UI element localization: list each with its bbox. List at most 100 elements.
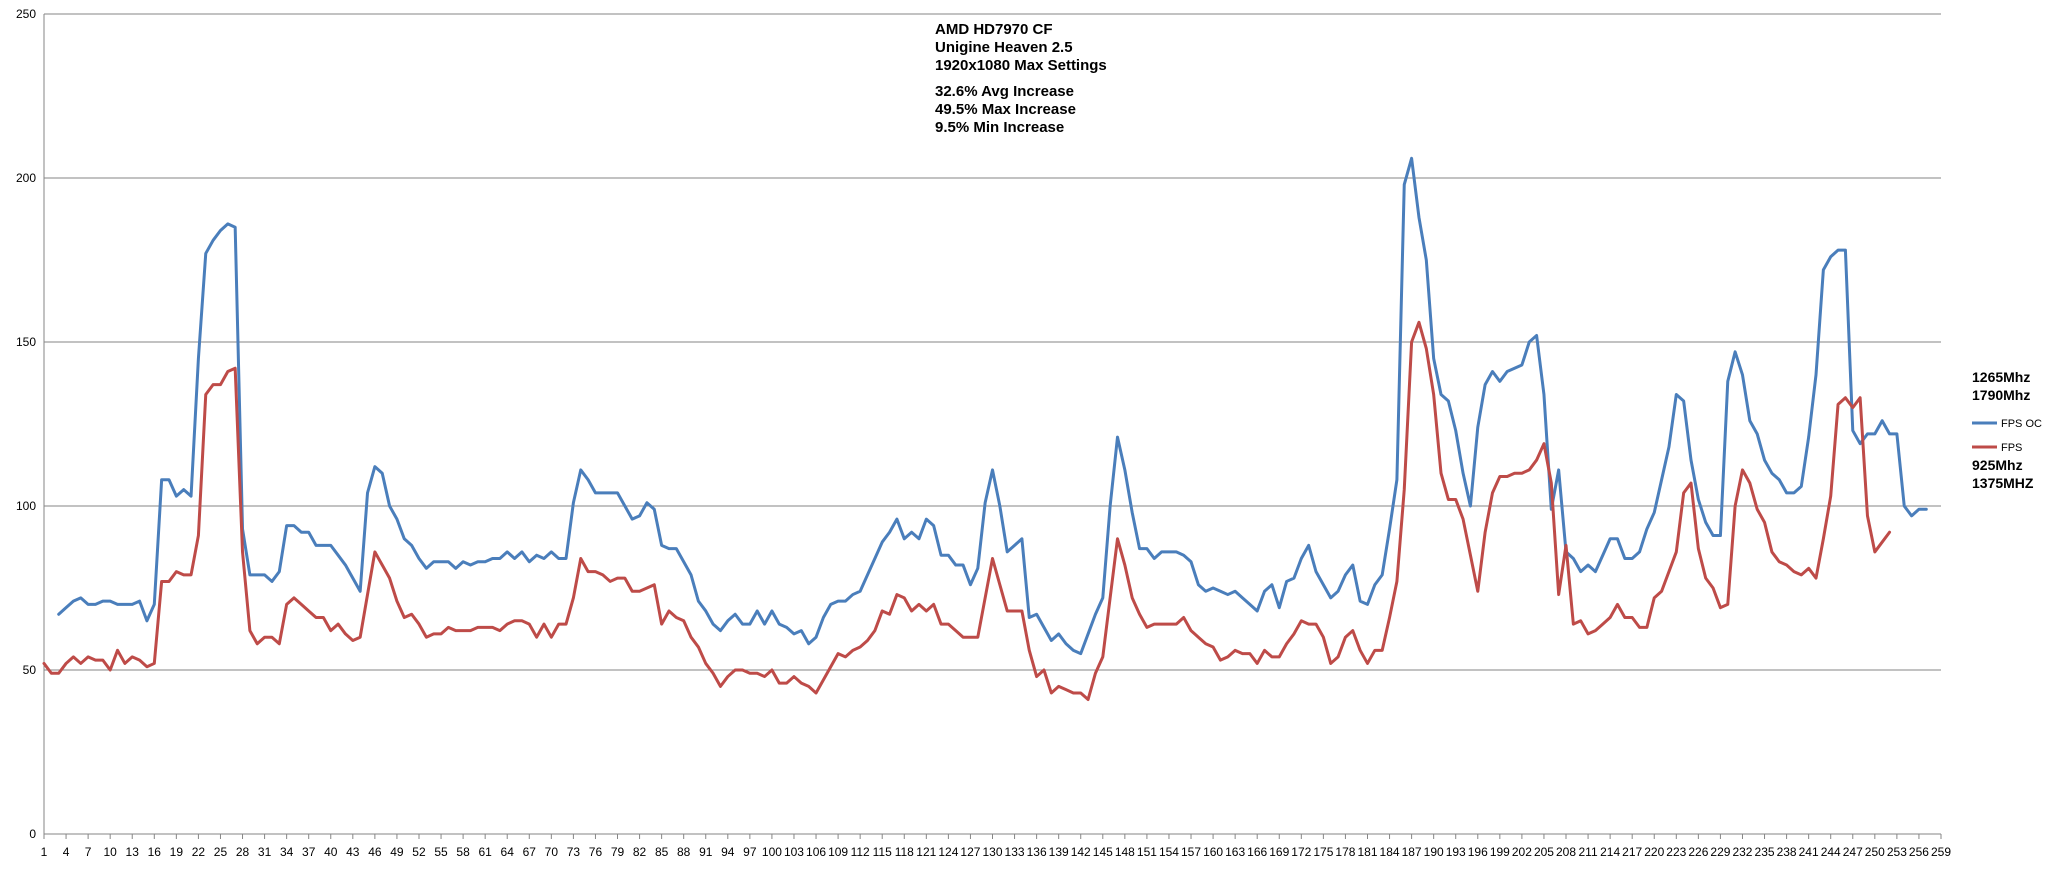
data-point — [1469, 554, 1471, 556]
data-point — [705, 662, 707, 664]
data-point — [455, 629, 457, 631]
x-tick-label: 193 — [1446, 845, 1466, 859]
data-point — [1337, 656, 1339, 658]
data-point — [888, 531, 890, 533]
x-tick-label: 55 — [434, 845, 448, 859]
x-tick-label: 259 — [1931, 845, 1951, 859]
legend-label: FPS OC — [2001, 418, 2042, 430]
data-point — [1800, 574, 1802, 576]
data-point — [712, 623, 714, 625]
x-tick-label: 79 — [611, 845, 625, 859]
data-point — [506, 623, 508, 625]
data-point — [1874, 433, 1876, 435]
data-point — [1660, 590, 1662, 592]
data-point — [874, 629, 876, 631]
data-point — [58, 672, 60, 674]
y-tick-label: 0 — [29, 827, 36, 841]
x-tick-label: 199 — [1490, 845, 1510, 859]
x-tick-label: 133 — [1005, 845, 1025, 859]
data-point — [87, 656, 89, 658]
x-tick-label: 88 — [677, 845, 691, 859]
data-point — [80, 662, 82, 664]
data-point — [455, 567, 457, 569]
data-point — [1881, 541, 1883, 543]
data-point — [778, 682, 780, 684]
data-point — [756, 610, 758, 612]
data-point — [1727, 603, 1729, 605]
data-point — [1205, 590, 1207, 592]
data-point — [594, 570, 596, 572]
x-tick-label: 190 — [1424, 845, 1444, 859]
data-point — [844, 600, 846, 602]
data-point — [955, 629, 957, 631]
data-point — [543, 623, 545, 625]
data-point — [1756, 508, 1758, 510]
chart-title-line: Unigine Heaven 2.5 — [935, 39, 1073, 56]
data-point — [1572, 557, 1574, 559]
data-point — [175, 570, 177, 572]
data-point — [1557, 469, 1559, 471]
x-tick-label: 217 — [1622, 845, 1642, 859]
data-point — [1712, 587, 1714, 589]
data-point — [1763, 459, 1765, 461]
data-point — [87, 603, 89, 605]
data-point — [1124, 564, 1126, 566]
x-tick-label: 46 — [368, 845, 382, 859]
data-point — [1190, 629, 1192, 631]
data-point — [1455, 498, 1457, 500]
data-point — [1293, 633, 1295, 635]
x-tick-label: 229 — [1710, 845, 1730, 859]
data-point — [94, 603, 96, 605]
data-point — [660, 623, 662, 625]
x-tick-label: 136 — [1027, 845, 1047, 859]
data-point — [1572, 623, 1574, 625]
data-point — [1705, 521, 1707, 523]
data-point — [1212, 587, 1214, 589]
data-point — [1594, 629, 1596, 631]
data-point — [1381, 649, 1383, 651]
data-point — [469, 564, 471, 566]
data-point — [1013, 544, 1015, 546]
data-point — [1080, 692, 1082, 694]
x-tick-label: 64 — [501, 845, 515, 859]
data-point — [984, 502, 986, 504]
data-point — [1807, 567, 1809, 569]
x-tick-label: 166 — [1247, 845, 1267, 859]
data-point — [124, 662, 126, 664]
data-point — [425, 567, 427, 569]
data-point — [1256, 662, 1258, 664]
data-point — [1219, 659, 1221, 661]
data-point — [499, 629, 501, 631]
data-point — [1653, 511, 1655, 513]
data-point — [219, 383, 221, 385]
data-point — [1719, 534, 1721, 536]
x-tick-label: 16 — [148, 845, 162, 859]
data-point — [447, 561, 449, 563]
data-point — [1697, 547, 1699, 549]
x-tick-label: 43 — [346, 845, 360, 859]
data-point — [1109, 505, 1111, 507]
data-point — [550, 551, 552, 553]
data-point — [1153, 623, 1155, 625]
data-point — [374, 551, 376, 553]
data-point — [565, 623, 567, 625]
data-point — [1205, 643, 1207, 645]
data-point — [462, 561, 464, 563]
data-point — [1168, 551, 1170, 553]
data-point — [506, 551, 508, 553]
data-point — [844, 656, 846, 658]
data-point — [675, 547, 677, 549]
data-point — [1146, 547, 1148, 549]
data-point — [190, 574, 192, 576]
data-point — [1388, 528, 1390, 530]
data-point — [1440, 472, 1442, 474]
data-point — [168, 580, 170, 582]
data-point — [322, 616, 324, 618]
data-point — [1741, 469, 1743, 471]
data-point — [925, 610, 927, 612]
data-point — [918, 538, 920, 540]
chart-title-line: AMD HD7970 CF — [935, 21, 1053, 38]
data-point — [315, 616, 317, 618]
data-point — [381, 472, 383, 474]
